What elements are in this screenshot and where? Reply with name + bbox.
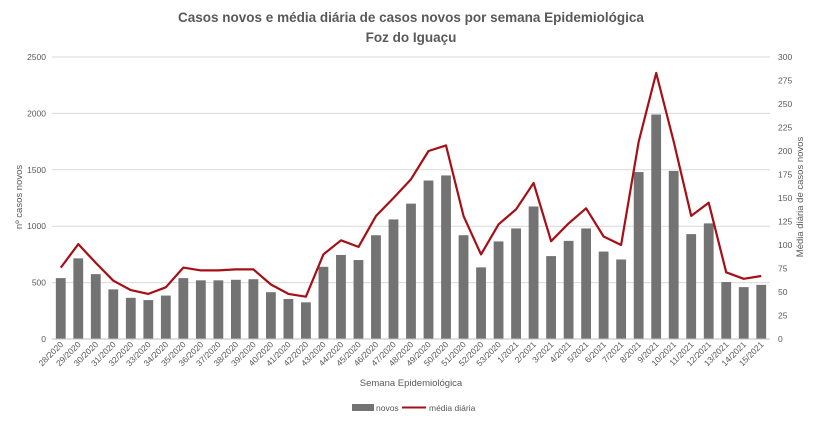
- bar-35-2020: [178, 278, 189, 339]
- y-tick-label: 0: [41, 334, 46, 344]
- y-tick-label: 500: [32, 278, 46, 288]
- bar-52-2020: [476, 267, 486, 339]
- y-tick-label: 2000: [27, 108, 46, 118]
- y2-tick-label: 50: [778, 287, 788, 297]
- y-tick-label: 2500: [27, 52, 46, 62]
- y2-tick-label: 0: [778, 334, 783, 344]
- bar-6-2021: [598, 251, 609, 339]
- bar-8-2021: [633, 172, 644, 339]
- chart-title: Casos novos e média diária de casos novo…: [178, 10, 644, 25]
- legend-swatch-novos: [352, 404, 374, 411]
- x-axis: 28/202029/202030/202031/202032/202033/20…: [36, 338, 770, 368]
- bar-28-2020: [55, 278, 66, 339]
- x-axis-title: Semana Epidemiológica: [360, 378, 463, 389]
- bar-29-2020: [73, 258, 84, 339]
- bar-40-2020: [265, 292, 276, 339]
- bar-9-2021: [651, 114, 662, 339]
- y2-tick-label: 125: [778, 217, 792, 227]
- y2-tick-label: 250: [778, 99, 792, 109]
- y2-tick-label: 275: [778, 76, 792, 86]
- bar-46-2020: [371, 235, 381, 339]
- legend-label-novos: novos: [376, 403, 399, 413]
- line-media-diaria: [59, 71, 762, 298]
- line-series-media-diaria: [59, 71, 762, 298]
- bar-42-2020: [301, 302, 311, 339]
- bar-53-2020: [493, 241, 504, 339]
- bar-4-2021: [563, 240, 574, 339]
- y2-tick-label: 150: [778, 193, 792, 203]
- bar-15-2021: [756, 284, 767, 339]
- y-tick-label: 1000: [27, 221, 46, 231]
- y2-axis-title: Média diária de casos novos: [795, 137, 806, 258]
- bar-39-2020: [248, 279, 259, 339]
- bar-3-2021: [546, 256, 557, 339]
- bar-13-2021: [721, 282, 732, 339]
- bar-12-2021: [703, 223, 714, 339]
- bar-2-2021: [528, 206, 539, 339]
- bar-44-2020: [336, 254, 346, 339]
- bar-32-2020: [125, 297, 136, 339]
- bar-47-2020: [388, 219, 399, 339]
- bar-1-2021: [511, 228, 521, 339]
- bar-33-2020: [143, 300, 154, 339]
- y-axis-title: nº casos novos: [14, 165, 25, 229]
- legend: novos média diária: [352, 403, 476, 413]
- bar-43-2020: [318, 266, 329, 339]
- right-y-axis: 0 25 50 75 100 125 150 175 200 225 250 275 300: [778, 52, 792, 344]
- bar-30-2020: [90, 274, 101, 339]
- bar-31-2020: [108, 289, 119, 339]
- bar-38-2020: [230, 279, 241, 339]
- y2-tick-label: 300: [778, 52, 792, 62]
- bar-36-2020: [195, 280, 206, 339]
- chart-subtitle: Foz do Iguaçu: [366, 30, 457, 45]
- bar-5-2021: [581, 228, 592, 339]
- legend-label-media-diaria: média diária: [429, 403, 476, 413]
- y2-tick-label: 225: [778, 123, 792, 133]
- bar-10-2021: [668, 170, 679, 339]
- left-y-axis: 0 500 1000 1500 2000 2500: [27, 52, 46, 344]
- bar-14-2021: [738, 287, 749, 339]
- bar-11-2021: [686, 234, 697, 339]
- y2-tick-label: 25: [778, 311, 788, 321]
- bar-37-2020: [213, 280, 224, 339]
- bar-41-2020: [283, 298, 294, 339]
- bar-51-2020: [458, 235, 469, 339]
- bar-34-2020: [160, 295, 171, 339]
- y2-tick-label: 200: [778, 146, 792, 156]
- bar-48-2020: [406, 203, 416, 339]
- bar-50-2020: [441, 175, 451, 339]
- bar-49-2020: [423, 180, 434, 339]
- bar-45-2020: [353, 260, 364, 339]
- y2-tick-label: 100: [778, 240, 792, 250]
- y-tick-label: 1500: [27, 165, 46, 175]
- bar-7-2021: [616, 259, 627, 339]
- y2-tick-label: 175: [778, 170, 792, 180]
- y2-tick-label: 75: [778, 264, 788, 274]
- bar-series-novos: [55, 114, 767, 339]
